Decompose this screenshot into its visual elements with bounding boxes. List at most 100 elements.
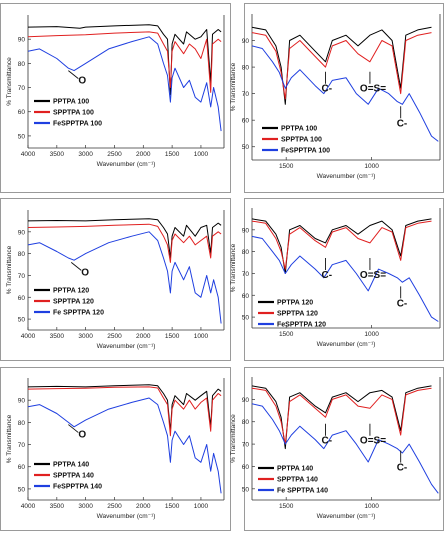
series-line-2 bbox=[27, 223, 222, 263]
y-tick-label: 50 bbox=[242, 486, 250, 493]
x-axis-label: Wavenumber (cm⁻¹) bbox=[317, 341, 376, 348]
legend-label: SPPTPA 120 bbox=[53, 299, 94, 306]
x-tick-label: 2500 bbox=[107, 503, 122, 510]
annotation-label: O=S= bbox=[360, 270, 386, 281]
x-axis-label: Wavenumber (cm⁻¹) bbox=[97, 513, 156, 520]
series-line-2 bbox=[251, 220, 432, 270]
y-tick-label: 50 bbox=[18, 133, 26, 140]
y-tick-label: 60 bbox=[242, 118, 250, 125]
series-line-2 bbox=[27, 31, 222, 93]
series-line-1 bbox=[251, 385, 432, 450]
x-tick-label: 1500 bbox=[165, 151, 180, 158]
panel-frame bbox=[0, 3, 231, 193]
chart-panel-5: 50 60 70 80 90 4000 3500 3000 2500 2000 1500 1000 Wa… bbox=[0, 367, 231, 531]
y-tick-label: 80 bbox=[18, 420, 26, 427]
series-line-3 bbox=[251, 45, 439, 142]
y-tick-label: 70 bbox=[242, 442, 250, 449]
legend-label: SPPTPA 100 bbox=[281, 137, 322, 144]
y-tick-label: 50 bbox=[242, 315, 250, 322]
series-line-1 bbox=[251, 26, 432, 105]
y-tick-label: 90 bbox=[18, 37, 26, 44]
legend-label: FeSPPTPA 120 bbox=[277, 322, 326, 329]
legend-label: PPTPA 100 bbox=[53, 99, 89, 106]
y-tick-label: 70 bbox=[18, 85, 26, 92]
x-axis-label: Wavenumber (cm⁻¹) bbox=[97, 343, 156, 350]
x-tick-label: 4000 bbox=[21, 333, 36, 340]
y-tick-label: 60 bbox=[18, 464, 26, 471]
legend-label: SPPTPA 140 bbox=[53, 473, 94, 480]
legend-label: FeSPPTPA 100 bbox=[53, 121, 102, 128]
x-tick-label: 2500 bbox=[107, 151, 122, 158]
y-axis-label: % Transmittance bbox=[6, 414, 13, 463]
annotation-arrow bbox=[70, 262, 82, 271]
x-tick-label: 1500 bbox=[165, 503, 180, 510]
x-tick-label: 1500 bbox=[165, 333, 180, 340]
y-tick-label: 90 bbox=[18, 398, 26, 405]
x-tick-label: 2500 bbox=[107, 333, 122, 340]
y-tick-label: 70 bbox=[242, 271, 250, 278]
chart-panel-4: 50 60 70 80 90 1500 1000 Wavenumber (cm⁻¹) % Tra… bbox=[230, 198, 444, 361]
x-axis-label: Wavenumber (cm⁻¹) bbox=[317, 173, 376, 180]
annotation-label: C- bbox=[397, 463, 408, 474]
x-tick-label: 4000 bbox=[21, 151, 36, 158]
chart-panel-3: 50 60 70 80 90 4000 3500 3000 2500 2000 1500 1000 Wa… bbox=[0, 198, 231, 361]
x-tick-label: 2000 bbox=[136, 503, 151, 510]
x-tick-label: 1000 bbox=[194, 503, 209, 510]
series-line-2 bbox=[251, 32, 432, 100]
annotation-label: O bbox=[81, 267, 89, 278]
annotation-label: C- bbox=[321, 84, 332, 95]
series-line-1 bbox=[27, 24, 222, 96]
y-tick-label: 60 bbox=[18, 109, 26, 116]
annotation-arrow bbox=[68, 70, 79, 79]
annotation-arrow bbox=[68, 424, 79, 433]
x-tick-label: 3500 bbox=[50, 503, 65, 510]
series-line-3 bbox=[27, 231, 222, 324]
y-tick-label: 80 bbox=[18, 61, 26, 68]
series-line-3 bbox=[27, 397, 222, 494]
x-axis-label: Wavenumber (cm⁻¹) bbox=[317, 513, 376, 520]
y-tick-label: 90 bbox=[242, 38, 250, 45]
y-tick-label: 50 bbox=[18, 486, 26, 493]
y-tick-label: 90 bbox=[18, 229, 26, 236]
legend-label: SPPTPA 140 bbox=[277, 477, 318, 484]
panel-frame bbox=[0, 367, 231, 531]
series-line-1 bbox=[27, 218, 222, 259]
annotation-label: C- bbox=[397, 298, 408, 309]
annotation-label: O bbox=[78, 430, 86, 441]
series-line-3 bbox=[251, 403, 439, 494]
chart-panel-6: 50 60 70 80 90 1500 1000 Wavenumber (cm⁻¹) % Tra… bbox=[230, 367, 444, 531]
legend-label: FeSPPTPA 100 bbox=[281, 148, 330, 155]
y-tick-label: 80 bbox=[242, 65, 250, 72]
panel-frame bbox=[244, 3, 444, 193]
y-axis-label: % Transmittance bbox=[230, 243, 237, 292]
series-line-2 bbox=[251, 387, 432, 445]
y-tick-label: 60 bbox=[18, 295, 26, 302]
y-axis-label: % Transmittance bbox=[6, 57, 13, 106]
panel-frame bbox=[0, 198, 231, 361]
y-tick-label: 70 bbox=[18, 442, 26, 449]
series-line-2 bbox=[27, 386, 222, 437]
x-tick-label: 1500 bbox=[279, 331, 294, 338]
annotation-label: C- bbox=[321, 436, 332, 447]
y-tick-label: 80 bbox=[18, 251, 26, 258]
y-tick-label: 80 bbox=[242, 249, 250, 256]
y-tick-label: 90 bbox=[242, 227, 250, 234]
legend-label: Fe SPPTPA 140 bbox=[277, 488, 328, 495]
x-tick-label: 3000 bbox=[78, 503, 93, 510]
legend-label: FeSPPTPA 140 bbox=[53, 484, 102, 491]
annotation-label: O=S= bbox=[360, 436, 386, 447]
series-line-3 bbox=[251, 235, 439, 322]
y-tick-label: 90 bbox=[242, 397, 250, 404]
legend-label: Fe SPPTPA 120 bbox=[53, 310, 104, 317]
y-tick-label: 50 bbox=[242, 144, 250, 151]
y-tick-label: 50 bbox=[18, 317, 26, 324]
x-tick-label: 1500 bbox=[279, 163, 294, 170]
series-line-1 bbox=[27, 384, 222, 432]
annotation-label: O=S= bbox=[360, 84, 386, 95]
x-tick-label: 4000 bbox=[21, 503, 36, 510]
annotation-label: C- bbox=[397, 118, 408, 129]
legend-label: PPTPA 140 bbox=[53, 462, 89, 469]
x-tick-label: 3500 bbox=[50, 333, 65, 340]
annotation-label: O bbox=[78, 76, 86, 87]
